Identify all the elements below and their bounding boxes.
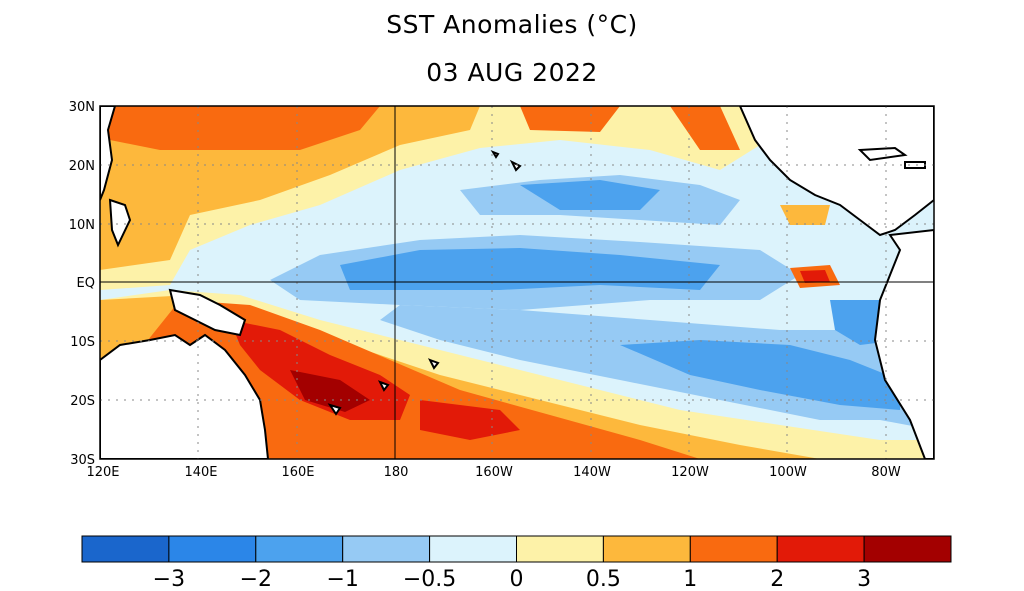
- colorbar-tick-label: −1: [326, 567, 358, 591]
- colorbar-tick-label: 0: [510, 567, 524, 591]
- lon-label: 120W: [671, 465, 709, 480]
- colorbar-segment: [342, 535, 431, 563]
- lat-label: 30S: [70, 453, 95, 468]
- longitude-axis: 120E 140E 160E 180 160W 140W 120W 100W 8…: [86, 465, 900, 480]
- colorbar-labels: −3 −2 −1 −0.5 0 0.5 1 2 3: [153, 567, 871, 591]
- lon-label: 180: [384, 465, 409, 480]
- map-frame: [99, 105, 935, 460]
- colorbar-segment: [516, 535, 604, 563]
- colorbar-tick-label: 0.5: [586, 567, 621, 591]
- lat-label: 10N: [69, 218, 95, 233]
- colorbar-tick-label: 1: [683, 567, 697, 591]
- lat-label: 30N: [69, 100, 95, 115]
- colorbar-segment: [255, 535, 344, 563]
- colorbar-segment: [776, 535, 865, 563]
- colorbar-tick-label: −3: [153, 567, 185, 591]
- lon-label: 80W: [871, 465, 901, 480]
- colorbar-tick-label: 2: [770, 567, 784, 591]
- colorbar-segment: [602, 535, 691, 563]
- colorbar-tick-label: −0.5: [403, 567, 456, 591]
- map-date: 03 AUG 2022: [426, 58, 598, 87]
- lat-label: 10S: [70, 335, 95, 350]
- map-title: SST Anomalies (°C): [386, 10, 638, 39]
- lon-label: 140W: [573, 465, 611, 480]
- colorbar-segment: [81, 535, 170, 563]
- lat-label: 20S: [70, 394, 95, 409]
- colorbar-segment: [689, 535, 778, 563]
- lat-label: EQ: [77, 276, 95, 291]
- colorbar-segment: [168, 535, 257, 563]
- lon-label: 120E: [86, 465, 119, 480]
- lon-label: 160W: [475, 465, 513, 480]
- lon-label: 100W: [769, 465, 807, 480]
- colorbar: [81, 535, 952, 563]
- colorbar-tick-label: 3: [857, 567, 871, 591]
- colorbar-segment: [429, 535, 518, 563]
- colorbar-segment: [863, 535, 952, 563]
- lon-label: 140E: [184, 465, 217, 480]
- latitude-axis: 30N 20N 10N EQ 10S 20S 30S: [69, 100, 95, 468]
- colorbar-tick-label: −2: [240, 567, 272, 591]
- lat-label: 20N: [69, 159, 95, 174]
- lon-label: 160E: [281, 465, 314, 480]
